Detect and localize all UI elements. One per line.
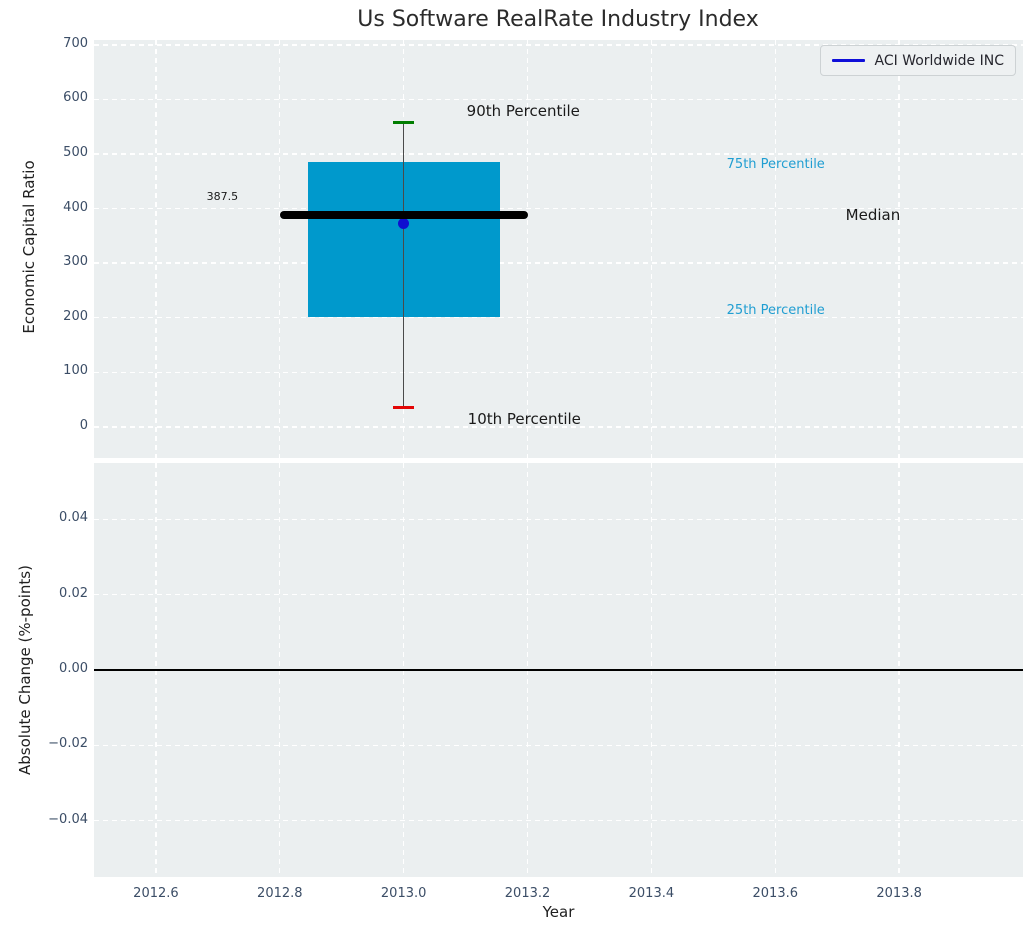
x-tick-label: 2013.4 (628, 886, 675, 901)
bottom-y-tick-label: −0.04 (48, 811, 88, 827)
x-gridline (279, 40, 281, 458)
p90-annotation: 90th Percentile (466, 102, 580, 121)
top-y-tick-label: 0 (79, 417, 88, 433)
top-y-tick-label: 300 (63, 254, 88, 270)
top-y-gridline (94, 262, 1023, 264)
company-marker-dot (398, 218, 410, 230)
x-tick-label: 2013.6 (752, 886, 799, 901)
x-tick-label: 2012.6 (133, 886, 179, 901)
bottom-y-gridline (94, 518, 1023, 521)
x-gridline (155, 40, 157, 458)
x-tick-label: 2013.0 (380, 886, 427, 901)
x-gridline (898, 40, 900, 458)
top-y-tick-label: 400 (63, 199, 88, 215)
bottom-y-tick-label: 0.00 (59, 661, 88, 676)
top-y-gridline (94, 98, 1023, 101)
median-line (279, 211, 528, 220)
x-tick-label: 2013.8 (876, 886, 922, 901)
x-gridline (526, 40, 529, 458)
legend-line-sample-icon (831, 59, 865, 62)
p90-cap (393, 120, 415, 124)
bottom-y-tick-label: −0.02 (48, 736, 88, 752)
top-y-gridline (94, 371, 1023, 374)
x-gridline (650, 40, 653, 458)
legend: ACI Worldwide INC (819, 45, 1016, 76)
top-y-gridline (94, 153, 1023, 155)
top-y-axis-label: Economic Capital Ratio (20, 160, 38, 334)
top-y-gridline (94, 207, 1023, 210)
legend-label: ACI Worldwide INC (874, 52, 1004, 69)
zero-line (94, 669, 1023, 671)
top-y-gridline (94, 426, 1023, 428)
p10-cap (393, 406, 415, 410)
p75-annotation: 75th Percentile (726, 156, 825, 172)
top-y-tick-label: 700 (63, 35, 88, 51)
top-y-tick-label: 600 (63, 90, 88, 106)
bottom-y-gridline (94, 819, 1023, 822)
bottom-y-gridline (94, 744, 1023, 746)
top-plot-area (94, 40, 1023, 458)
top-y-gridline (94, 44, 1023, 46)
x-tick-label: 2012.8 (257, 886, 303, 901)
x-gridline (774, 40, 776, 458)
p25-annotation: 25th Percentile (726, 303, 825, 319)
chart-title: Us Software RealRate Industry Index (357, 7, 759, 32)
x-tick-label: 2013.2 (504, 886, 551, 901)
median-annotation: Median (845, 206, 901, 225)
p10-annotation: 10th Percentile (467, 409, 581, 428)
whisker-line (402, 122, 405, 408)
top-y-gridline (94, 317, 1023, 319)
bottom-y-gridline (94, 594, 1023, 596)
bottom-y-tick-label: 0.04 (59, 510, 88, 526)
top-y-tick-label: 500 (63, 145, 88, 161)
top-y-tick-label: 100 (63, 363, 88, 379)
x-axis-label: Year (542, 903, 575, 921)
bottom-y-tick-label: 0.02 (59, 585, 88, 601)
top-y-tick-label: 200 (63, 308, 88, 324)
median-value-label: 387.5 (206, 190, 239, 204)
